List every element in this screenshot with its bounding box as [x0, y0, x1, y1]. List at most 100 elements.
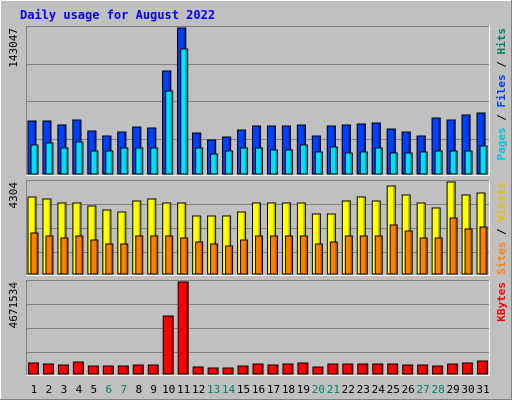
bar-shade-sites-day-5: [95, 241, 98, 273]
bar-shade-pages-day-17: [275, 151, 277, 173]
bar-shade-sites-day-4: [80, 237, 83, 273]
bar-kbytes-day-28: [432, 365, 444, 375]
bar-kbytes-day-15: [237, 365, 249, 375]
bar-shade-pages-day-2: [50, 144, 53, 173]
bar-kbytes-day-7: [117, 365, 129, 375]
bar-shade-sites-day-24: [380, 237, 382, 273]
bar-sites-day-24: [374, 235, 383, 275]
bar-shade-pages-day-3: [65, 149, 68, 173]
bar-shade-pages-day-11: [185, 50, 188, 173]
bar-shade-pages-day-4: [80, 143, 83, 173]
bar-pages-day-15: [240, 147, 249, 175]
day-label-23: 23: [357, 383, 370, 396]
bar-shade-pages-day-19: [305, 146, 307, 173]
bar-shade-pages-day-10: [170, 92, 173, 173]
day-label-27: 27: [417, 383, 430, 396]
bar-pages-day-16: [255, 147, 264, 175]
bar-shade-pages-day-22: [350, 154, 352, 173]
bar-shade-sites-day-27: [425, 239, 427, 273]
bar-sites-day-20: [314, 243, 323, 275]
bar-shade-files-day-22: [348, 126, 350, 173]
day-label-1: 1: [31, 383, 38, 396]
bar-sites-day-7: [120, 243, 129, 275]
bar-shade-kbytes-day-3: [66, 366, 68, 373]
bar-shade-pages-day-23: [365, 153, 367, 173]
bar-shade-kbytes-day-15: [246, 367, 248, 373]
bar-shade-kbytes-day-1: [36, 364, 38, 373]
bar-shade-pages-day-13: [215, 155, 218, 173]
day-label-28: 28: [431, 383, 444, 396]
bar-kbytes-day-16: [252, 363, 264, 375]
bar-shade-sites-day-3: [65, 239, 68, 273]
day-label-19: 19: [297, 383, 310, 396]
bar-shade-sites-day-14: [230, 247, 233, 273]
bar-shade-files-day-31: [483, 114, 485, 173]
bar-shade-kbytes-day-7: [126, 367, 128, 373]
bar-kbytes-day-26: [402, 364, 414, 375]
bar-pages-day-7: [120, 147, 129, 175]
bar-pages-day-1: [30, 144, 39, 175]
bar-shade-kbytes-day-4: [81, 363, 83, 373]
bar-sites-day-22: [344, 235, 353, 275]
bar-shade-files-day-28: [438, 119, 440, 173]
bar-sites-day-8: [135, 235, 144, 275]
day-label-29: 29: [446, 383, 459, 396]
bar-kbytes-day-25: [387, 363, 399, 375]
bar-pages-day-2: [45, 142, 54, 175]
bar-shade-kbytes-day-6: [111, 367, 113, 373]
bar-pages-day-4: [75, 141, 84, 175]
bar-shade-kbytes-day-22: [350, 365, 353, 373]
bar-kbytes-day-29: [447, 363, 459, 375]
bar-shade-visits-day-7: [123, 213, 126, 273]
bar-pages-day-8: [135, 147, 144, 175]
day-label-13: 13: [207, 383, 220, 396]
bar-kbytes-day-2: [42, 363, 54, 375]
day-label-24: 24: [372, 383, 386, 396]
bar-sites-day-4: [75, 235, 84, 275]
day-label-7: 7: [120, 383, 127, 396]
bar-pages-day-9: [150, 147, 159, 175]
bar-shade-pages-day-18: [290, 151, 292, 173]
bar-shade-sites-day-30: [470, 230, 472, 273]
bar-shade-kbytes-day-19: [305, 364, 308, 373]
bar-shade-pages-day-25: [395, 154, 397, 173]
bar-shade-pages-day-12: [200, 149, 203, 173]
bar-shade-kbytes-day-26: [410, 366, 413, 373]
bar-pages-day-22: [344, 152, 353, 175]
bar-shade-pages-day-5: [95, 152, 98, 173]
bar-kbytes-day-31: [477, 360, 489, 375]
bar-shade-kbytes-day-9: [156, 366, 158, 373]
bar-pages-day-17: [269, 149, 278, 175]
day-label-20: 20: [312, 383, 325, 396]
bar-sites-day-27: [419, 237, 428, 275]
bar-shade-kbytes-day-13: [216, 369, 218, 373]
bar-shade-kbytes-day-12: [201, 368, 203, 373]
bar-sites-day-2: [45, 235, 54, 275]
panel-axis-label: Pages / Files / Hits: [495, 28, 508, 161]
bar-shade-sites-day-6: [110, 245, 113, 273]
bar-pages-day-29: [449, 150, 458, 175]
bar-shade-pages-day-9: [155, 149, 158, 173]
bar-kbytes-day-22: [342, 363, 354, 375]
bar-kbytes-day-30: [462, 362, 474, 375]
axis-label-part: /: [495, 222, 508, 242]
bar-shade-kbytes-day-8: [141, 366, 143, 373]
bar-shade-kbytes-day-11: [186, 283, 188, 373]
bar-shade-sites-day-8: [140, 237, 143, 273]
bar-kbytes-day-14: [222, 367, 234, 375]
bar-kbytes-day-8: [132, 364, 144, 375]
bar-shade-visits-day-14: [228, 217, 231, 273]
panel-max-label: 4304: [7, 182, 20, 209]
bar-shade-kbytes-day-28: [440, 367, 443, 373]
bar-pages-day-26: [404, 152, 413, 175]
panel-visits-sites: 4304 Sites / Visits: [7, 180, 508, 276]
bar-shade-sites-day-1: [36, 234, 38, 273]
bar-pages-day-23: [359, 151, 368, 175]
day-label-2: 2: [46, 383, 53, 396]
bar-shade-kbytes-day-24: [380, 365, 383, 373]
bar-kbytes-day-18: [282, 363, 294, 375]
bar-kbytes-day-11: [177, 281, 189, 375]
bar-kbytes-day-1: [28, 362, 39, 375]
bar-sites-day-13: [210, 243, 219, 275]
panel-max-label: 4671534: [7, 282, 20, 329]
